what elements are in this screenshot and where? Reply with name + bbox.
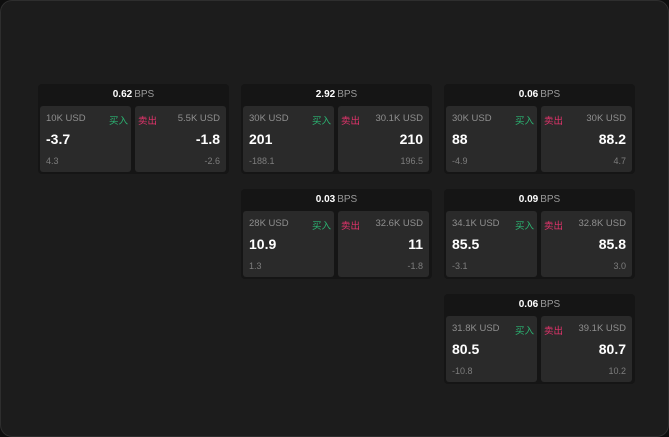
buy-change: -188.1 [249, 156, 275, 166]
buy-label: 买入 [514, 326, 534, 337]
quote-card: 0.62 BPS 10K USD 买入 -3.7 4.3 卖出 5.5K USD … [38, 84, 229, 174]
buy-price: 85.5 [452, 236, 480, 252]
sell-size: 30.1K USD [375, 113, 423, 124]
spread-value: 0.06 [518, 299, 539, 310]
spread-header: 0.06 BPS [444, 294, 635, 315]
buy-size: 34.1K USD [452, 218, 500, 229]
buy-button[interactable]: 30K USD 买入 201 -188.1 [243, 106, 334, 172]
spread-value: 2.92 [315, 89, 336, 100]
buy-button[interactable]: 28K USD 买入 10.9 1.3 [243, 211, 334, 277]
sell-label: 卖出 [544, 326, 564, 337]
spread-header: 0.09 BPS [444, 189, 635, 210]
sell-size: 32.6K USD [375, 218, 423, 229]
sell-price: 210 [399, 131, 423, 147]
sell-size: 30K USD [586, 113, 626, 124]
sell-button[interactable]: 卖出 30.1K USD 210 196.5 [338, 106, 429, 172]
sell-button[interactable]: 卖出 32.8K USD 85.8 3.0 [541, 211, 632, 277]
buy-change: 1.3 [249, 261, 262, 271]
spread-unit: BPS [540, 194, 561, 205]
sell-label: 卖出 [341, 116, 361, 127]
sell-button[interactable]: 卖出 39.1K USD 80.7 10.2 [541, 316, 632, 382]
buy-size: 31.8K USD [452, 323, 500, 334]
sell-size: 32.8K USD [578, 218, 626, 229]
spread-unit: BPS [337, 194, 358, 205]
sell-change: -2.6 [204, 156, 220, 166]
spread-header: 0.03 BPS [241, 189, 432, 210]
sell-label: 卖出 [544, 116, 564, 127]
buy-change: -3.1 [452, 261, 468, 271]
sell-label: 卖出 [341, 221, 361, 232]
buy-button[interactable]: 31.8K USD 买入 80.5 -10.8 [446, 316, 537, 382]
sell-button[interactable]: 卖出 32.6K USD 11 -1.8 [338, 211, 429, 277]
buy-price: 201 [249, 131, 273, 147]
spread-value: 0.62 [112, 89, 133, 100]
buy-label: 买入 [514, 221, 534, 232]
buy-label: 买入 [311, 116, 331, 127]
buy-size: 30K USD [249, 113, 289, 124]
buy-change: -10.8 [452, 366, 473, 376]
buy-change: 4.3 [46, 156, 59, 166]
buy-button[interactable]: 34.1K USD 买入 85.5 -3.1 [446, 211, 537, 277]
buy-price: 10.9 [249, 236, 277, 252]
buy-size: 28K USD [249, 218, 289, 229]
spread-header: 0.62 BPS [38, 84, 229, 105]
sell-change: 196.5 [400, 156, 423, 166]
buy-change: -4.9 [452, 156, 468, 166]
quote-card: 0.06 BPS 30K USD 买入 88 -4.9 卖出 30K USD 88… [444, 84, 635, 174]
spread-header: 2.92 BPS [241, 84, 432, 105]
sell-change: -1.8 [407, 261, 423, 271]
buy-price: -3.7 [46, 131, 71, 147]
buy-size: 10K USD [46, 113, 86, 124]
quote-card: 2.92 BPS 30K USD 买入 201 -188.1 卖出 30.1K U… [241, 84, 432, 174]
buy-label: 买入 [514, 116, 534, 127]
spread-unit: BPS [540, 89, 561, 100]
sell-price: 88.2 [598, 131, 626, 147]
sell-price: 85.8 [598, 236, 626, 252]
buy-label: 买入 [311, 221, 331, 232]
spread-value: 0.06 [518, 89, 539, 100]
buy-button[interactable]: 30K USD 买入 88 -4.9 [446, 106, 537, 172]
sell-button[interactable]: 卖出 30K USD 88.2 4.7 [541, 106, 632, 172]
spread-unit: BPS [337, 89, 358, 100]
sell-price: 80.7 [598, 341, 626, 357]
sell-size: 5.5K USD [177, 113, 220, 124]
sell-size: 39.1K USD [578, 323, 626, 334]
sell-change: 3.0 [613, 261, 626, 271]
sell-label: 卖出 [138, 116, 158, 127]
spread-value: 0.09 [518, 194, 539, 205]
buy-label: 买入 [108, 116, 128, 127]
spread-value: 0.03 [315, 194, 336, 205]
sell-change: 4.7 [613, 156, 626, 166]
quote-card: 0.09 BPS 34.1K USD 买入 85.5 -3.1 卖出 32.8K … [444, 189, 635, 279]
spread-header: 0.06 BPS [444, 84, 635, 105]
sell-change: 10.2 [608, 366, 626, 376]
sell-price: -1.8 [195, 131, 220, 147]
buy-button[interactable]: 10K USD 买入 -3.7 4.3 [40, 106, 131, 172]
buy-size: 30K USD [452, 113, 492, 124]
sell-price: 11 [408, 236, 423, 252]
spread-unit: BPS [134, 89, 155, 100]
buy-price: 80.5 [452, 341, 480, 357]
sell-button[interactable]: 卖出 5.5K USD -1.8 -2.6 [135, 106, 226, 172]
buy-price: 88 [452, 131, 468, 147]
quote-card: 0.06 BPS 31.8K USD 买入 80.5 -10.8 卖出 39.1K… [444, 294, 635, 384]
sell-label: 卖出 [544, 221, 564, 232]
spread-unit: BPS [540, 299, 561, 310]
quote-card: 0.03 BPS 28K USD 买入 10.9 1.3 卖出 32.6K USD… [241, 189, 432, 279]
